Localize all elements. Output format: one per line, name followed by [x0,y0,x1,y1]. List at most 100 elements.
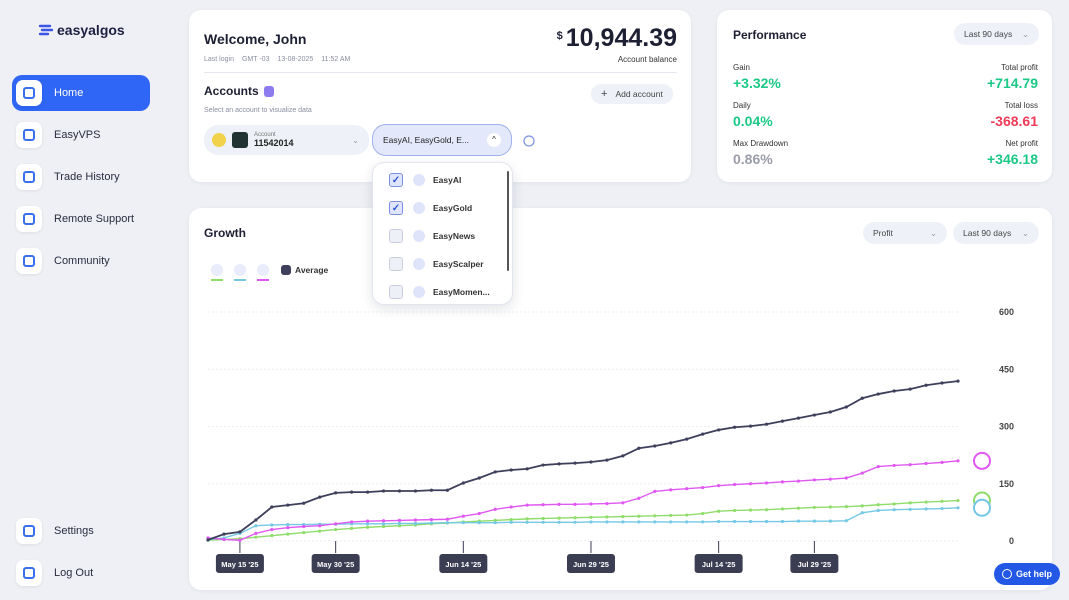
login-date: 13-08-2025 [277,56,314,63]
accounts-subtitle: Select an account to visualize data [204,107,312,114]
nav-icon [16,248,42,274]
nav-item[interactable]: Community [12,243,150,279]
point [222,532,226,536]
help-button[interactable]: Get help [994,563,1060,585]
icon-glyph [23,213,35,225]
y-tick-label: 450 [999,364,1014,374]
point [270,527,274,532]
point [286,526,290,530]
point [924,461,928,466]
point [334,491,338,495]
option-label: EasyNews [433,231,476,241]
nav-icon [16,560,42,586]
nav-item[interactable]: Settings [12,513,150,549]
point [445,521,449,525]
dropdown-option[interactable]: ✓ EasyAI [389,173,461,187]
dropdown-option[interactable]: EasyNews [389,229,475,243]
point [717,519,721,524]
point [876,464,880,469]
point [286,532,290,536]
point [525,503,529,507]
x-tick: Jul 29 '25 [790,541,839,573]
point [908,387,912,391]
option-label: EasyScalper [433,259,484,269]
stat-value: -368.61 [990,113,1038,129]
point [637,496,641,500]
nav-item[interactable]: EasyVPS [12,117,150,153]
point [732,482,737,487]
point [573,461,577,465]
option-icon [413,286,425,298]
point [812,413,816,417]
point [621,454,625,458]
icon-glyph [23,525,35,537]
icon-glyph [23,87,35,99]
point [557,502,561,506]
nav-item[interactable]: Home [12,75,150,111]
nav-item[interactable]: Log Out [12,555,150,591]
x-tick: May 30 '25 [311,541,360,573]
brand: easyalgos [38,22,125,38]
refresh-icon[interactable] [522,134,536,148]
point [429,488,434,492]
point [541,463,545,467]
strategy-select[interactable]: EasyAI, EasyGold, E... ^ [372,124,512,156]
add-account-button[interactable]: + Add account [591,84,673,104]
point [493,518,497,522]
y-tick-label: 0 [1009,536,1014,546]
point [780,480,785,484]
point [461,514,465,518]
point [381,519,386,523]
point [254,518,258,522]
point [685,487,689,491]
point [621,520,625,524]
x-tick-label: May 15 '25 [221,560,258,569]
point [525,520,529,524]
nav-item[interactable]: Trade History [12,159,150,195]
point [318,524,322,528]
point [860,504,864,508]
dropdown-option[interactable]: EasyScalper [389,257,484,271]
point [461,521,465,525]
point [365,525,370,529]
point [525,517,529,521]
point [605,515,609,519]
point [365,522,370,526]
point [844,505,848,509]
currency: $ [556,30,563,42]
end-marker [973,451,991,470]
option-label: EasyGold [433,203,473,213]
account-select[interactable]: Account 11542014 ⌄ [204,125,369,155]
point [669,488,673,492]
point [445,488,449,492]
point [637,446,641,450]
dropdown-option[interactable]: ✓ EasyGold [389,201,472,215]
point [381,524,386,529]
point [573,502,577,506]
growth-chart: 0 150 300 450 600 May 15 '25 May 30 '25 Jun 14 … [206,264,1014,573]
nav-label: Community [54,255,110,267]
filter-select[interactable]: Profit ⌄ [863,222,947,244]
point [477,511,481,516]
point [318,495,322,499]
point [892,508,896,512]
point [860,511,864,515]
point [605,458,609,462]
point [844,476,848,480]
icon-glyph [23,255,35,267]
period-select[interactable]: Last 90 days ⌄ [954,23,1039,45]
stat-value: +3.32% [733,75,781,91]
point [254,524,258,528]
stat-label: Total loss [1004,101,1038,110]
point [924,507,928,511]
point [892,502,896,506]
dropdown-option[interactable]: EasyMomen... [389,285,490,299]
nav-item[interactable]: Remote Support [12,201,150,237]
point [812,505,816,510]
point [940,499,944,503]
chevron: ⌄ [1021,28,1029,39]
point [637,520,641,524]
point [876,503,880,507]
period-select[interactable]: Last 90 days ⌄ [953,222,1039,244]
legend-swatch [281,265,291,275]
